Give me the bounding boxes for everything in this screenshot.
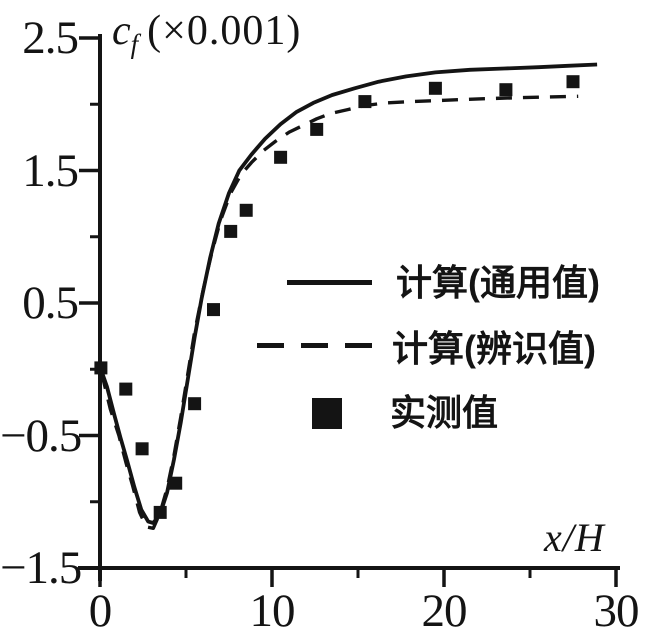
y-axis-units: (×0.001) <box>147 8 302 54</box>
scatter-point-square <box>169 476 183 490</box>
scatter-point-square <box>239 203 253 217</box>
scatter-point-square <box>153 505 167 519</box>
y-tick-label: 1.5 <box>22 144 79 197</box>
scatter-point-square <box>428 81 442 95</box>
y-tick-label: 0.5 <box>22 277 79 329</box>
series-dashed-curve <box>100 94 579 530</box>
y-axis-subscript: f <box>130 29 139 59</box>
x-tick-label: 30 <box>593 585 640 637</box>
x-tick-label: 20 <box>421 585 468 637</box>
scatter-point-square <box>119 382 133 396</box>
x-tick-label: 10 <box>249 585 296 637</box>
legend-square-marker-sample <box>312 398 342 429</box>
legend-dashed-line-sample <box>257 343 372 348</box>
y-tick-label: 2.5 <box>22 12 79 64</box>
y-tick-label: −1.5 <box>0 542 82 594</box>
scatter-point-square <box>310 122 324 136</box>
y-tick-label: −0.5 <box>0 409 82 462</box>
y-axis-title: cf (×0.001) <box>112 8 302 58</box>
scatter-point-square <box>135 442 149 456</box>
y-axis-symbol: c <box>112 8 131 54</box>
legend-solid-line-sample <box>287 280 372 285</box>
scatter-point-square <box>224 224 238 238</box>
legend-label-computed-general: 计算(通用值) <box>396 262 600 303</box>
scatter-point-square <box>358 95 372 109</box>
scatter-point-square <box>274 150 288 164</box>
series-solid-curve <box>99 62 598 525</box>
scatter-point-square <box>566 75 580 89</box>
legend-label-measured: 实测值 <box>390 392 499 433</box>
scatter-point-square <box>499 83 513 97</box>
scatter-point-square <box>188 397 202 411</box>
x-tick-label: 0 <box>88 585 113 637</box>
legend-label-computed-identified: 计算(辨识值) <box>392 328 596 369</box>
scatter-point-square <box>94 361 108 375</box>
x-axis-title: x/H <box>544 515 605 560</box>
scatter-point-square <box>207 303 220 317</box>
